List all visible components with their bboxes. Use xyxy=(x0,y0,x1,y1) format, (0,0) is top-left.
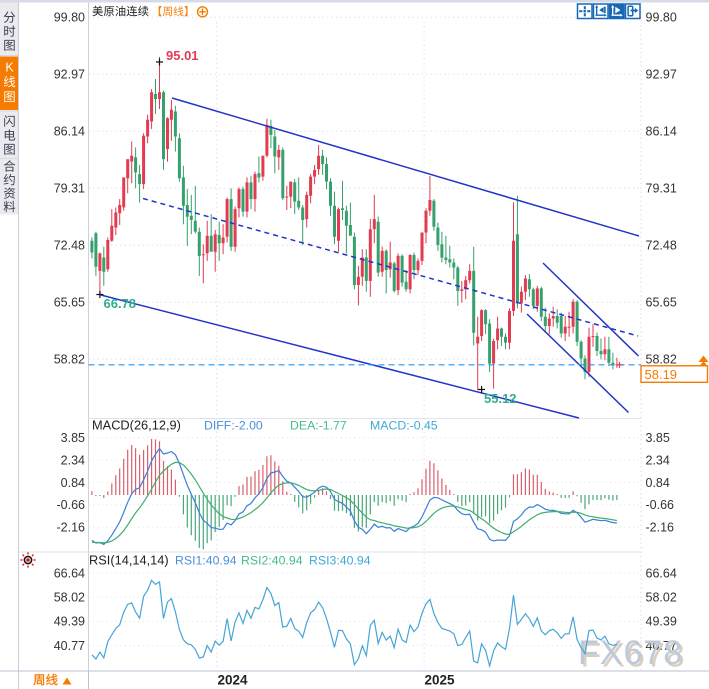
svg-text:79.31: 79.31 xyxy=(646,182,677,196)
svg-text:FX678: FX678 xyxy=(578,634,683,672)
svg-text:58.19: 58.19 xyxy=(645,367,678,382)
svg-text:99.80: 99.80 xyxy=(54,11,85,25)
svg-text:-2.16: -2.16 xyxy=(646,521,675,535)
svg-text:MACD:-0.45: MACD:-0.45 xyxy=(370,419,438,433)
svg-text:65.65: 65.65 xyxy=(54,296,85,310)
svg-text:-0.66: -0.66 xyxy=(57,498,86,512)
svg-text:66.64: 66.64 xyxy=(54,566,85,580)
svg-text:RSI1:40.94: RSI1:40.94 xyxy=(175,554,237,568)
svg-text:-2.16: -2.16 xyxy=(57,521,86,535)
svg-text:2.34: 2.34 xyxy=(646,453,670,467)
svg-text:-0.66: -0.66 xyxy=(646,498,675,512)
svg-text:66.78: 66.78 xyxy=(104,296,137,311)
svg-text:RSI(14,14,14): RSI(14,14,14) xyxy=(89,553,169,568)
svg-text:79.31: 79.31 xyxy=(54,182,85,196)
svg-text:2025: 2025 xyxy=(425,673,456,688)
svg-text:99.80: 99.80 xyxy=(646,11,677,25)
svg-text:58.82: 58.82 xyxy=(646,353,677,367)
svg-text:DEA:-1.77: DEA:-1.77 xyxy=(290,419,347,433)
svg-text:DIFF:-2.00: DIFF:-2.00 xyxy=(204,419,263,433)
svg-text:K: K xyxy=(5,61,14,75)
svg-text:49.39: 49.39 xyxy=(646,615,677,629)
svg-text:0.84: 0.84 xyxy=(646,476,670,490)
svg-text:92.97: 92.97 xyxy=(54,68,85,82)
svg-text:58.02: 58.02 xyxy=(646,591,677,605)
svg-text:66.64: 66.64 xyxy=(646,566,677,580)
svg-text:3.85: 3.85 xyxy=(646,431,670,445)
svg-text:2024: 2024 xyxy=(218,673,249,688)
svg-text:0.84: 0.84 xyxy=(61,476,85,490)
svg-text:92.97: 92.97 xyxy=(646,68,677,82)
svg-text:72.48: 72.48 xyxy=(646,239,677,253)
svg-text:65.65: 65.65 xyxy=(646,296,677,310)
svg-text:58.82: 58.82 xyxy=(54,353,85,367)
svg-text:MACD(26,12,9): MACD(26,12,9) xyxy=(92,418,181,433)
svg-text:86.14: 86.14 xyxy=(54,125,85,139)
svg-text:58.02: 58.02 xyxy=(54,591,85,605)
svg-text:RSI3:40.94: RSI3:40.94 xyxy=(309,554,371,568)
svg-text:2.34: 2.34 xyxy=(61,453,85,467)
svg-text:72.48: 72.48 xyxy=(54,239,85,253)
svg-text:FX678: FX678 xyxy=(581,637,686,675)
svg-text:55.12: 55.12 xyxy=(484,391,517,406)
svg-text:3.85: 3.85 xyxy=(61,431,85,445)
svg-text:40.77: 40.77 xyxy=(54,639,85,653)
svg-text:95.01: 95.01 xyxy=(166,48,199,63)
svg-text:RSI2:40.94: RSI2:40.94 xyxy=(241,554,303,568)
svg-text:49.39: 49.39 xyxy=(54,615,85,629)
svg-text:86.14: 86.14 xyxy=(646,125,677,139)
svg-text:40.77: 40.77 xyxy=(646,639,677,653)
